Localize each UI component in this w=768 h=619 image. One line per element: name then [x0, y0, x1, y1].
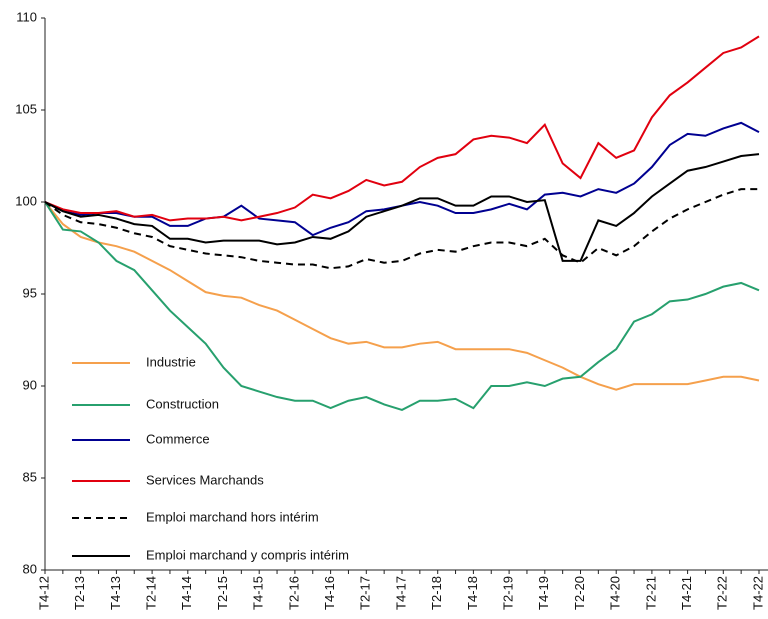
legend-label: Emploi marchand y compris intérim — [146, 547, 349, 562]
x-tick-label: T4-12 — [36, 576, 51, 610]
y-tick-label: 80 — [23, 561, 37, 576]
x-tick-label: T4-14 — [179, 576, 194, 610]
y-tick-label: 90 — [23, 377, 37, 392]
x-tick-label: T4-13 — [108, 576, 123, 610]
series-line — [44, 201, 760, 411]
series-line — [44, 201, 760, 391]
x-tick-label: T2-16 — [286, 576, 301, 610]
x-tick-label: T4-21 — [679, 576, 694, 610]
legend-label: Industrie — [146, 354, 196, 369]
x-tick-label: T4-17 — [393, 576, 408, 610]
legend-label: Services Marchands — [146, 472, 264, 487]
x-tick-label: T2-13 — [72, 576, 87, 610]
x-tick-label: T4-18 — [465, 576, 480, 610]
x-tick-label: T2-18 — [429, 576, 444, 610]
legend-label: Construction — [146, 396, 219, 411]
y-tick-label: 95 — [23, 285, 37, 300]
x-tick-label: T2-14 — [144, 576, 159, 610]
series-line — [44, 35, 760, 222]
y-tick-label: 110 — [16, 9, 37, 24]
y-tick-label: 100 — [15, 193, 37, 208]
legend-label: Commerce — [146, 431, 210, 446]
x-tick-label: T2-22 — [715, 576, 730, 610]
x-tick-label: T4-16 — [322, 576, 337, 610]
x-tick-label: T2-19 — [501, 576, 516, 610]
x-tick-label: T2-21 — [643, 576, 658, 610]
x-tick-label: T4-22 — [750, 576, 765, 610]
x-tick-label: T4-15 — [251, 576, 266, 610]
series-line — [44, 153, 760, 262]
x-tick-label: T4-20 — [608, 576, 623, 610]
x-tick-label: T2-17 — [358, 576, 373, 610]
legend-label: Emploi marchand hors intérim — [146, 509, 319, 524]
y-tick-label: 85 — [23, 469, 37, 484]
y-tick-label: 105 — [15, 101, 37, 116]
x-tick-label: T4-19 — [536, 576, 551, 610]
x-tick-label: T2-20 — [572, 576, 587, 610]
x-tick-label: T2-15 — [215, 576, 230, 610]
